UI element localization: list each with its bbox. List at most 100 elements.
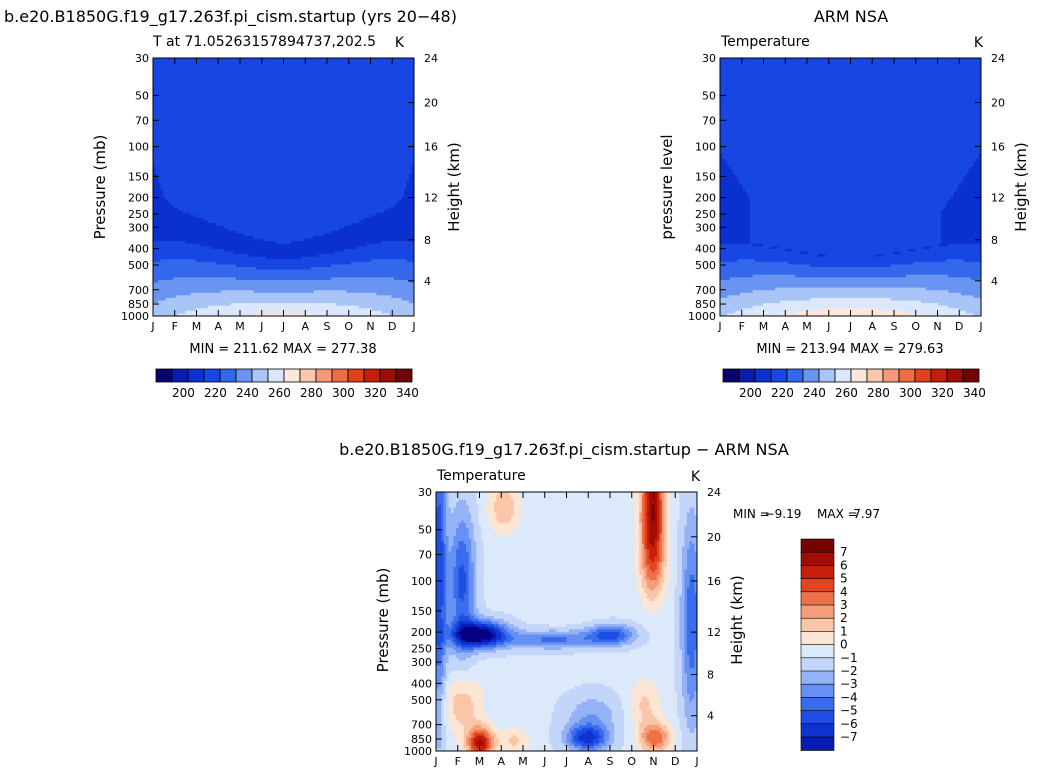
contour-cell [644, 559, 648, 563]
contour-cell [669, 567, 678, 571]
contour-cell [679, 644, 686, 648]
contour-cell [694, 574, 697, 579]
contour-cell [443, 618, 447, 623]
contour-cell [644, 564, 650, 568]
colorbar-swatch [363, 368, 381, 383]
contour-cell [476, 567, 485, 571]
contour-cell [676, 525, 686, 529]
contour-cell [669, 507, 681, 511]
contour-cell [634, 688, 658, 693]
contour-cell [446, 502, 450, 506]
contour-cell [750, 205, 947, 209]
contour-cell [594, 745, 603, 750]
contour-cell [453, 567, 460, 571]
contour-cell [686, 559, 697, 563]
contour-cell [641, 574, 645, 579]
contour-cell [659, 512, 663, 516]
contour-cell [641, 577, 645, 581]
contour-cell [301, 256, 414, 260]
contour-cell [153, 297, 167, 302]
contour-cell [646, 725, 660, 729]
contour-cell [679, 595, 686, 599]
contour-cell [659, 548, 663, 553]
x-tick-label: S [891, 320, 898, 333]
contour-cell [491, 743, 495, 747]
contour-cell [654, 543, 658, 547]
contour-cell [441, 662, 445, 667]
contour-cell [654, 541, 658, 545]
contour-cell [153, 63, 414, 67]
contour-cell [948, 290, 981, 294]
contour-cell [446, 492, 450, 496]
contour-cell [720, 215, 751, 219]
contour-cell [686, 722, 697, 726]
contour-cell [651, 515, 655, 519]
contour-cell [235, 264, 332, 268]
contour-cell [641, 543, 645, 547]
contour-cell [684, 536, 697, 540]
contour-cell [674, 626, 681, 630]
contour-cell [777, 246, 924, 250]
contour-cell [664, 740, 670, 744]
contour-cell [624, 719, 635, 724]
contour-cell [940, 241, 981, 245]
contour-cell [443, 502, 447, 506]
contour-cell [473, 730, 487, 734]
contour-cell [153, 266, 257, 271]
contour-cell [641, 717, 658, 721]
contour-cell [686, 567, 697, 571]
contour-cell [153, 308, 197, 312]
contour-cell [720, 308, 744, 312]
colorbar-swatch [283, 368, 301, 383]
contour-cell [153, 176, 159, 180]
colorbar-swatch [914, 368, 932, 383]
contour-cell [476, 580, 485, 584]
contour-cell [153, 112, 414, 116]
contour-cell [491, 608, 648, 612]
contour-cell [634, 538, 640, 542]
contour-cell [541, 637, 568, 641]
contour-cell [376, 212, 414, 216]
contour-cell [458, 572, 467, 576]
contour-cell [468, 732, 472, 737]
contour-cell [483, 706, 555, 711]
contour-cell [720, 199, 751, 204]
contour-cell [664, 533, 668, 537]
contour-cell [441, 683, 445, 687]
contour-cell [468, 616, 475, 620]
contour-cell [720, 187, 744, 191]
contour-cell [436, 616, 442, 620]
contour-cell [694, 510, 697, 514]
contour-cell [511, 497, 522, 501]
contour-cell [508, 520, 520, 524]
contour-cell [720, 225, 751, 229]
y-tick-label: 300 [128, 221, 149, 234]
contour-cell [664, 569, 670, 573]
contour-cell [351, 261, 414, 265]
contour-cell [436, 543, 445, 547]
contour-cell [493, 626, 500, 630]
contour-cell [436, 738, 442, 742]
contour-cell [481, 688, 570, 693]
contour-cell [473, 712, 487, 716]
contour-cell [686, 616, 697, 620]
contour-cell [639, 572, 645, 576]
contour-cell [483, 595, 640, 599]
contour-cell [511, 735, 517, 739]
contour-cell [654, 504, 658, 509]
contour-cell [656, 528, 660, 532]
contour-cell [486, 603, 643, 607]
contour-cell [661, 551, 665, 555]
contour-cell [720, 68, 981, 72]
contour-cell [476, 556, 485, 560]
contour-cell [483, 582, 638, 586]
contour-cell [669, 561, 678, 566]
contour-cell [649, 699, 660, 703]
contour-cell [960, 181, 981, 186]
contour-cell [436, 510, 442, 514]
contour-cell [720, 256, 981, 260]
contour-cell [656, 523, 660, 527]
contour-cell [446, 639, 452, 643]
colorbar-swatch [898, 368, 916, 383]
contour-cell [684, 577, 691, 581]
